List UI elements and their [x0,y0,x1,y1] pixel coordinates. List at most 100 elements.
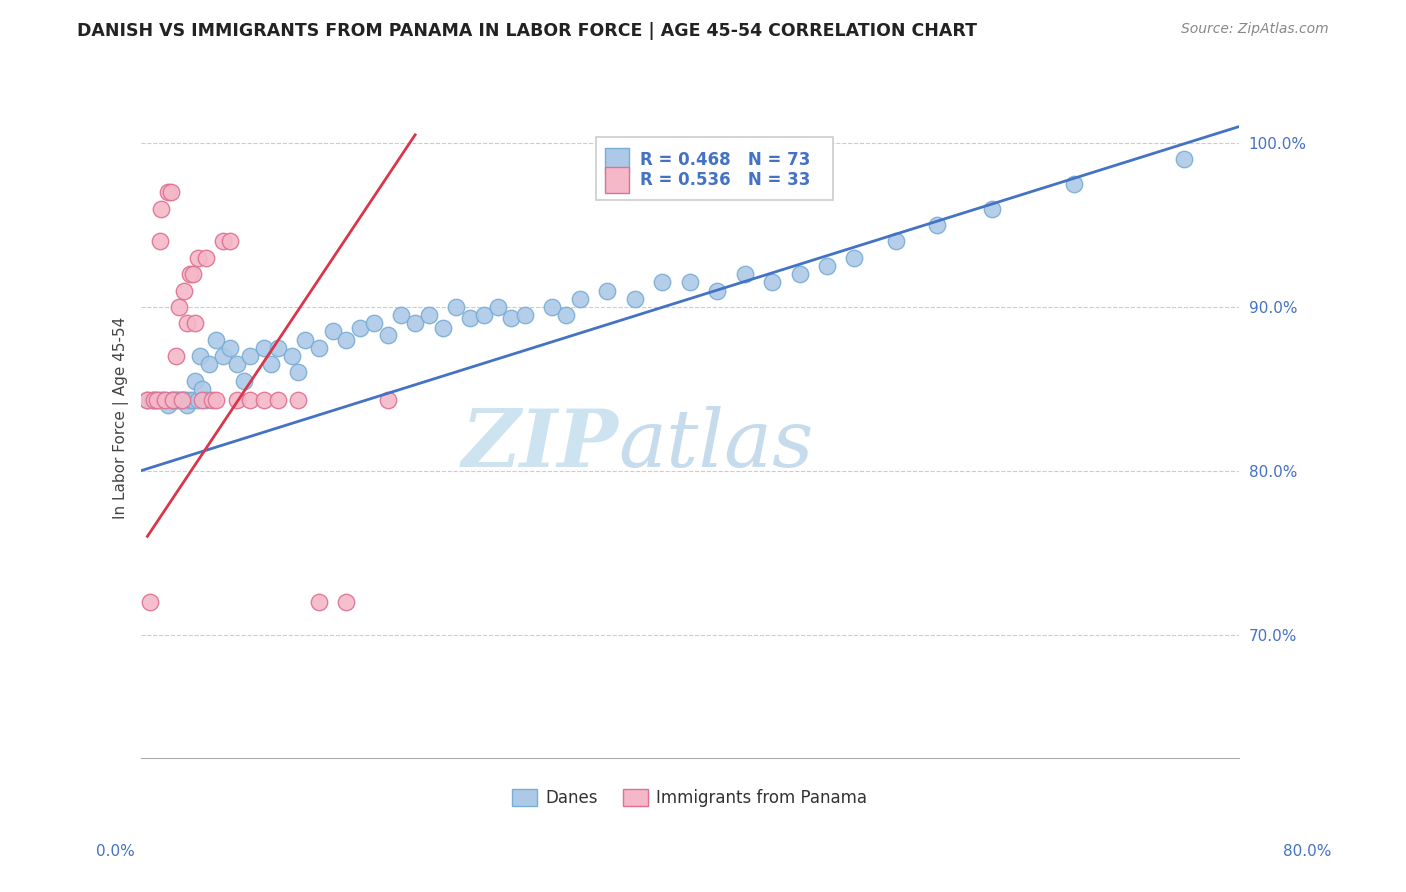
Point [1173,153,1195,167]
Point [389,308,412,322]
Point [363,316,385,330]
Text: Source: ZipAtlas.com: Source: ZipAtlas.com [1181,22,1329,37]
Point [195,251,218,265]
Point [201,393,224,408]
Point [195,393,218,408]
Point [218,235,240,249]
Text: 0.0%: 0.0% [96,845,135,859]
Point [143,393,166,408]
Point [173,393,195,408]
Point [239,393,262,408]
Point [181,267,204,281]
Point [232,374,254,388]
Point [432,321,454,335]
Point [404,316,426,330]
Point [844,251,866,265]
Point [789,267,811,281]
Point [349,321,371,335]
Point [322,325,344,339]
Point [159,393,181,408]
Point [239,349,262,363]
Point [141,393,163,408]
Point [143,393,166,408]
Point [188,349,211,363]
Point [167,300,190,314]
Point [679,276,702,290]
Text: 80.0%: 80.0% [1284,845,1331,859]
Point [513,308,536,322]
Point [156,398,179,412]
Point [815,259,838,273]
Point [501,311,523,326]
Point [165,349,187,363]
Point [980,202,1002,216]
Point [446,300,468,314]
Point [162,393,184,408]
Point [458,311,481,326]
Point [555,308,578,322]
Point [163,393,186,408]
Point [568,292,591,306]
Point [150,202,173,216]
Point [377,327,399,342]
Point [212,235,235,249]
Bar [605,167,630,193]
Point [253,393,276,408]
Legend: Danes, Immigrants from Panama: Danes, Immigrants from Panama [506,782,875,814]
Point [173,284,195,298]
Point [174,393,197,408]
Point [149,235,172,249]
Point [308,595,330,609]
Point [267,341,290,355]
Text: R = 0.536   N = 33: R = 0.536 N = 33 [640,171,811,189]
Point [267,393,290,408]
Y-axis label: In Labor Force | Age 45-54: In Labor Force | Age 45-54 [114,317,129,518]
Point [136,393,159,408]
Point [225,357,247,371]
Point [159,185,181,199]
Point [623,292,645,306]
FancyBboxPatch shape [596,137,832,200]
Point [167,393,190,408]
Point [335,333,357,347]
Point [160,393,183,408]
Point [218,341,240,355]
Point [166,393,188,408]
Point [184,316,207,330]
Point [191,393,214,408]
Point [170,393,193,408]
Point [139,595,162,609]
Point [651,276,673,290]
Point [172,393,194,408]
Point [146,393,169,408]
Point [287,393,309,408]
Point [541,300,564,314]
Point [187,393,209,408]
Point [155,393,177,408]
Point [179,267,201,281]
Point [176,398,198,412]
Point [150,393,173,408]
Point [184,374,207,388]
Point [486,300,509,314]
Point [225,393,247,408]
Point [308,341,330,355]
Point [181,393,204,408]
Point [280,349,302,363]
Point [205,333,228,347]
Text: ZIP: ZIP [461,406,619,483]
Point [191,382,214,396]
Point [335,595,357,609]
Point [287,366,309,380]
Point [179,393,201,408]
Point [884,235,907,249]
Point [472,308,495,322]
Point [925,218,948,232]
Point [377,393,399,408]
Point [156,185,179,199]
Point [706,284,728,298]
Point [205,393,228,408]
Point [253,341,276,355]
Text: atlas: atlas [619,406,814,483]
Point [596,284,619,298]
